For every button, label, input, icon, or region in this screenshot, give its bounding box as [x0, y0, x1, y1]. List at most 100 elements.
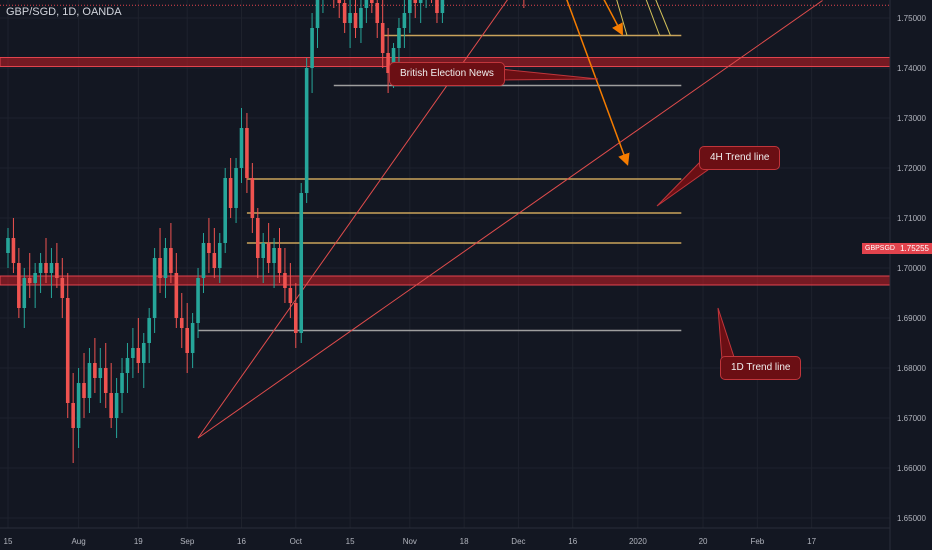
candle-body: [212, 253, 217, 268]
candle-body: [386, 53, 390, 73]
horizontal-levels: [0, 4, 890, 332]
candle-body: [33, 273, 37, 283]
x-tick-label: 18: [460, 537, 469, 546]
candlestick-series: [6, 0, 525, 463]
candle-body: [217, 243, 222, 268]
candle-body: [310, 28, 314, 68]
time-axis[interactable]: 15 Aug 19 Sep 16 Oct 15 Nov 18 Dec 16 2020 20 Feb 17: [4, 537, 817, 546]
candle-body: [299, 193, 304, 333]
candle-body: [228, 178, 233, 208]
x-tick-label: 16: [568, 537, 577, 546]
candle-body: [370, 0, 374, 3]
candle-body: [49, 263, 54, 273]
candle-body: [17, 263, 21, 308]
trend-1d-label[interactable]: 1D Trend line: [720, 356, 802, 380]
candle-body: [342, 3, 347, 23]
candle-body: [255, 218, 260, 258]
candle-body: [201, 243, 206, 278]
candle-body: [125, 358, 130, 373]
y-tick-label: 1.74000: [897, 64, 926, 73]
candle-body: [359, 8, 363, 28]
candle-body: [391, 48, 396, 73]
y-tick-label: 1.67000: [897, 414, 926, 423]
candle-body: [76, 383, 81, 428]
candle-body: [239, 128, 244, 168]
candle-body: [11, 238, 16, 263]
candle-body: [38, 263, 43, 273]
candle-body: [207, 243, 211, 253]
x-tick-label: 19: [134, 537, 143, 546]
candle-body: [65, 298, 70, 403]
candle-body: [82, 383, 86, 398]
candle-body: [266, 243, 271, 263]
candle-body: [93, 363, 97, 378]
candle-body: [293, 303, 298, 333]
trend-lines: [197, 0, 823, 439]
candle-body: [190, 323, 195, 353]
candle-body: [6, 238, 10, 253]
y-tick-label: 1.70000: [897, 264, 926, 273]
candle-body: [245, 128, 249, 178]
candle-body: [196, 278, 200, 323]
trend-4h-label[interactable]: 4H Trend line: [699, 146, 781, 170]
candle-body: [418, 0, 423, 3]
y-tick-label: 1.72000: [897, 164, 926, 173]
candle-body: [44, 263, 48, 273]
x-tick-label: 20: [699, 537, 708, 546]
trend-line: [197, 0, 508, 439]
x-tick-label: Oct: [290, 537, 303, 546]
candle-body: [283, 273, 287, 288]
x-tick-label: 17: [807, 537, 816, 546]
candle-body: [353, 13, 358, 28]
candle-body: [435, 0, 439, 13]
candle-body: [152, 258, 157, 318]
x-tick-label: Dec: [511, 537, 525, 546]
election-news-label[interactable]: British Election News: [389, 62, 505, 86]
x-tick-label: Sep: [180, 537, 195, 546]
candle-body: [71, 403, 75, 428]
candle-body: [364, 0, 369, 8]
candle-body: [27, 278, 32, 283]
grid-lines: [0, 0, 890, 528]
candle-body: [158, 258, 162, 278]
election-callout-pointer: [488, 67, 599, 81]
candle-body: [163, 248, 168, 278]
projection-arrow: [603, 0, 623, 36]
candle-body: [413, 0, 418, 3]
x-tick-label: 2020: [629, 537, 647, 546]
candle-body: [131, 348, 135, 358]
candle-body: [337, 0, 342, 3]
candle-body: [315, 0, 320, 28]
candle-body: [277, 248, 282, 273]
x-tick-label: Nov: [403, 537, 417, 546]
y-tick-label: 1.75000: [897, 14, 926, 23]
candle-body: [120, 373, 124, 393]
x-tick-label: 15: [4, 537, 13, 546]
x-tick-label: Feb: [750, 537, 764, 546]
candle-body: [234, 168, 238, 208]
x-tick-label: Aug: [71, 537, 85, 546]
candle-body: [136, 348, 141, 363]
candle-body: [304, 68, 309, 193]
candle-body: [103, 368, 108, 393]
y-tick-label: 1.65000: [897, 514, 926, 523]
candle-body: [402, 13, 407, 28]
candle-body: [440, 0, 445, 13]
trend-1d-callout-pointer: [717, 307, 735, 361]
last-price-tag: 1.75255: [897, 243, 932, 254]
annotation-arrows: [488, 0, 735, 361]
candle-body: [22, 278, 27, 308]
candle-body: [98, 368, 103, 378]
candle-body: [223, 178, 227, 243]
resistance-zone: [0, 275, 891, 286]
candle-body: [250, 178, 255, 218]
y-tick-label: 1.66000: [897, 464, 926, 473]
y-tick-label: 1.73000: [897, 114, 926, 123]
candle-body: [288, 288, 293, 303]
projection-arrow: [566, 0, 630, 166]
symbol-tag: GBPSGD: [862, 243, 898, 254]
candle-body: [174, 273, 179, 318]
candle-body: [169, 248, 173, 273]
candle-body: [348, 13, 352, 23]
